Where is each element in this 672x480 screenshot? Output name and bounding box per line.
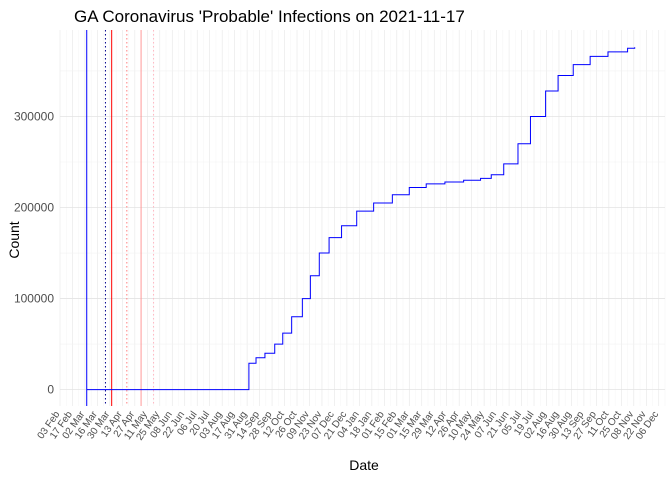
x-axis-label: Date (349, 457, 379, 473)
y-tick-label: 200000 (14, 201, 54, 215)
series-line (86, 47, 636, 391)
y-axis-label: Count (6, 221, 22, 258)
y-tick-label: 300000 (14, 109, 54, 123)
y-tick-label: 100000 (14, 292, 54, 306)
chart-title: GA Coronavirus 'Probable' Infections on … (74, 7, 465, 26)
reference-lines (86, 30, 155, 406)
grid (59, 30, 666, 406)
series-layer (86, 47, 636, 391)
y-axis-ticks: 0 100000 200000 300000 (14, 109, 54, 396)
y-tick-label: 0 (47, 383, 54, 397)
